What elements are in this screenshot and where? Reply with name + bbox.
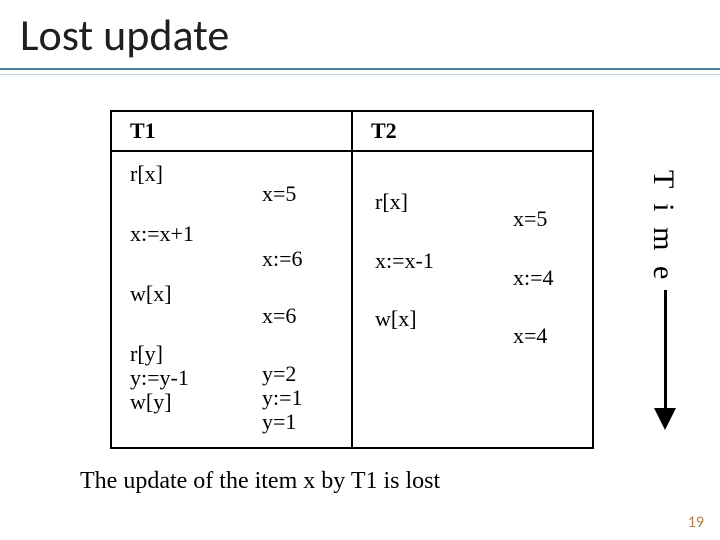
t1-op: w[x] [130,282,172,306]
t1-val: x=6 [262,304,296,328]
table-body: r[x] x:=x+1 w[x] r[y] y:=y-1 w[y] x=5 x:=6 x=6… [112,152,592,447]
col-t1: r[x] x:=x+1 w[x] r[y] y:=y-1 w[y] x=5 x:=6 x=6… [112,152,351,447]
slide-title: Lost update [20,8,229,62]
table-header-row: T1 T2 [112,112,592,152]
time-arrow-shaft [664,290,667,410]
t1-val: x:=6 [262,247,303,271]
t1-op: r[y] y:=y-1 w[y] [130,342,189,415]
slide-number: 19 [688,513,704,532]
col-t2: r[x] x:=x-1 w[x] x=5 x:=4 x=4 [351,152,592,447]
t2-val: x:=4 [513,266,554,290]
header-t2: T2 [351,112,592,150]
title-underline [0,68,720,75]
header-t1: T1 [112,112,351,150]
t2-op: x:=x-1 [375,249,434,273]
t2-op: r[x] [375,190,408,214]
t1-val: y=2 y:=1 y=1 [262,362,303,435]
transaction-table: T1 T2 r[x] x:=x+1 w[x] r[y] y:=y-1 w[y] x=5 x… [110,110,594,449]
t1-op: r[x] [130,162,163,186]
t1-op: x:=x+1 [130,222,194,246]
time-arrow-head-icon [654,408,676,430]
t1-val: x=5 [262,182,296,206]
t2-val: x=4 [513,324,547,348]
t2-val: x=5 [513,207,547,231]
t2-op: w[x] [375,307,417,331]
caption-text: The update of the item x by T1 is lost [80,468,440,495]
time-axis-label: T i m e [646,170,680,283]
